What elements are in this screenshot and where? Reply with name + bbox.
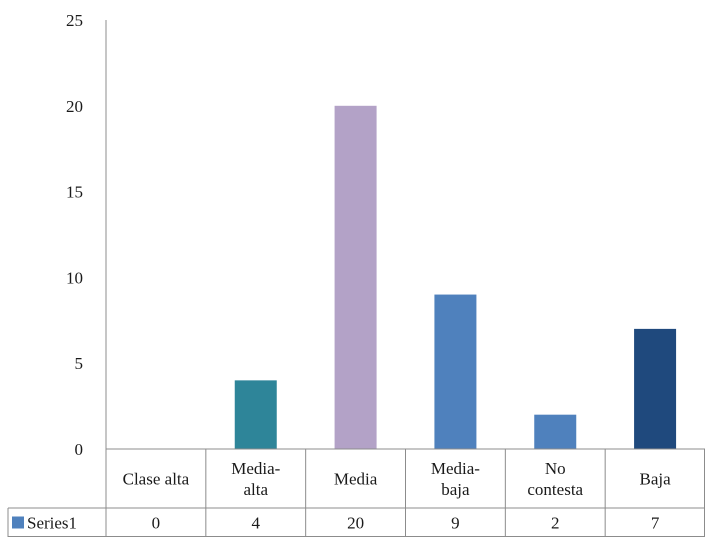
x-tick-label: No xyxy=(545,459,566,478)
table-value: 4 xyxy=(252,514,261,533)
x-tick-label: alta xyxy=(243,480,268,499)
y-tick-label: 5 xyxy=(75,354,84,373)
y-tick-label: 25 xyxy=(66,11,83,30)
table-value: 0 xyxy=(152,514,161,533)
x-tick-label: baja xyxy=(441,480,470,499)
bar xyxy=(434,294,477,449)
x-tick-label: Media xyxy=(334,470,378,489)
bar xyxy=(534,414,577,449)
data-table: Clase alta Media-alta Media Media-baja No con… xyxy=(7,448,705,537)
x-tick-label: Baja xyxy=(640,470,672,489)
table-value: 20 xyxy=(347,514,364,533)
y-tick-label: 0 xyxy=(75,440,84,459)
bar xyxy=(334,105,377,450)
legend-label: Series1 xyxy=(27,514,77,533)
bars xyxy=(234,105,677,450)
table-value: 2 xyxy=(551,514,560,533)
table-value: 9 xyxy=(451,514,460,533)
bar xyxy=(234,380,277,449)
legend-key xyxy=(12,516,24,529)
y-tick-label: 15 xyxy=(66,183,83,202)
x-tick-label: contesta xyxy=(527,480,583,499)
table-value: 7 xyxy=(651,514,660,533)
x-tick-label: Media- xyxy=(231,459,280,478)
y-tick-label: 20 xyxy=(66,97,83,116)
y-tick-label: 10 xyxy=(66,268,83,287)
x-tick-label: Media- xyxy=(431,459,480,478)
x-tick-label: Clase alta xyxy=(123,470,190,489)
y-axis: 0 5 10 15 20 25 xyxy=(66,11,107,459)
bar xyxy=(634,328,677,449)
